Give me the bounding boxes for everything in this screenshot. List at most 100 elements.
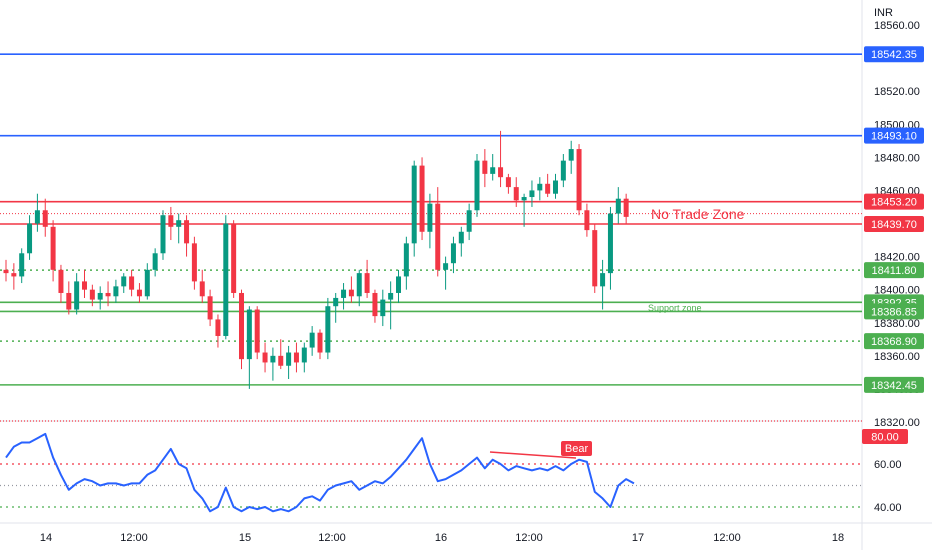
- candle-body: [239, 292, 244, 360]
- level-price-tag: [864, 376, 924, 393]
- candle-body: [450, 243, 456, 264]
- level-price-tag: [864, 303, 924, 320]
- candle: [199, 269, 205, 303]
- candle-body: [623, 198, 629, 217]
- bear-divergence-line: [489, 451, 577, 459]
- time-axis[interactable]: 14 12:00 15 12:00 16 12:00 17 12:00 18: [40, 532, 844, 544]
- candle: [136, 283, 142, 303]
- candle-body: [105, 292, 111, 297]
- candle: [348, 276, 354, 303]
- candle-body: [576, 149, 582, 211]
- candle-body: [482, 160, 488, 174]
- candle: [301, 342, 307, 373]
- candle-body: [42, 210, 48, 227]
- candle-body: [309, 332, 315, 348]
- candle-body: [11, 273, 17, 277]
- candle: [411, 160, 417, 257]
- candle: [568, 140, 574, 174]
- level-price-tag: [864, 46, 924, 63]
- candle-body: [129, 276, 135, 290]
- candle: [419, 157, 425, 241]
- candle: [121, 273, 127, 293]
- candle: [474, 154, 480, 217]
- candle: [89, 284, 95, 307]
- candle-body: [301, 347, 307, 363]
- candle-body: [356, 273, 362, 297]
- support-zone-label: Support zone: [648, 303, 702, 313]
- level-price-tag: [864, 333, 924, 350]
- candle-body: [27, 223, 33, 254]
- time-tick-label: 16: [435, 532, 447, 544]
- candle: [42, 198, 48, 237]
- candle-body: [191, 243, 197, 282]
- candle-body: [560, 160, 566, 181]
- candle-body: [364, 273, 370, 293]
- bear-label: Bear: [565, 443, 589, 455]
- price-tick-label: 18400.00: [874, 285, 920, 297]
- candle: [435, 187, 441, 277]
- candle: [505, 173, 511, 194]
- level-price-tag: [864, 215, 924, 232]
- rsi-ob-tag: 80.00: [862, 429, 908, 444]
- candle: [513, 177, 519, 207]
- price-tick-label: 18520.00: [874, 86, 920, 98]
- candle-body: [34, 210, 40, 224]
- rsi-axis: 60.00 40.00: [874, 459, 902, 514]
- price-tick-label: 18560.00: [874, 20, 920, 32]
- candle: [364, 259, 370, 298]
- candle: [482, 149, 488, 188]
- level-lines[interactable]: 18542.35 18493.10 18453.20 18439.70 18411.80…: [0, 46, 924, 393]
- candle-body: [380, 299, 386, 317]
- candle-body: [184, 220, 190, 244]
- candle: [521, 193, 527, 227]
- candle-body: [529, 190, 535, 198]
- rsi-tick-label: 60.00: [874, 459, 902, 471]
- candle: [129, 269, 135, 297]
- candle-body: [3, 269, 9, 274]
- candle-body: [89, 289, 95, 300]
- candle: [498, 130, 504, 188]
- level-price-tag: [864, 127, 924, 144]
- candle-body: [427, 203, 433, 232]
- price-tick-label: 18320.00: [874, 417, 920, 429]
- candle: [356, 269, 362, 307]
- candle: [176, 213, 182, 244]
- time-tick-label: 18: [832, 532, 844, 544]
- candle-body: [372, 292, 378, 317]
- price-tick-label: 18360.00: [874, 351, 920, 363]
- candle-body: [293, 352, 299, 363]
- candle: [333, 292, 339, 323]
- candle: [34, 193, 40, 232]
- candle-body: [317, 332, 323, 353]
- candle: [576, 144, 582, 216]
- candle: [11, 263, 17, 290]
- candle-body: [513, 187, 519, 201]
- candle: [152, 248, 158, 277]
- candle: [105, 281, 111, 307]
- level-price-label: 18493.10: [871, 131, 917, 143]
- candle: [466, 203, 472, 241]
- level-price-tag: [864, 262, 924, 279]
- candle-body: [223, 223, 229, 336]
- level-price-label: 18386.85: [871, 306, 917, 318]
- candle-body: [584, 210, 590, 231]
- candle: [529, 180, 535, 207]
- candle: [82, 269, 87, 298]
- candle-body: [419, 165, 425, 232]
- currency-label: INR: [874, 7, 893, 19]
- candle-body: [333, 297, 339, 307]
- candle: [262, 342, 268, 373]
- candle: [450, 236, 456, 274]
- candle-body: [458, 231, 464, 244]
- candle-body: [270, 355, 276, 363]
- candle-body: [113, 286, 119, 297]
- candle-body: [592, 230, 598, 287]
- level-price-label: 18542.35: [871, 49, 917, 61]
- candle-body: [168, 215, 174, 227]
- candle-body: [474, 160, 480, 211]
- time-tick-label: 12:00: [120, 532, 148, 544]
- candle: [160, 210, 166, 260]
- level-price-label: 18453.20: [871, 197, 917, 209]
